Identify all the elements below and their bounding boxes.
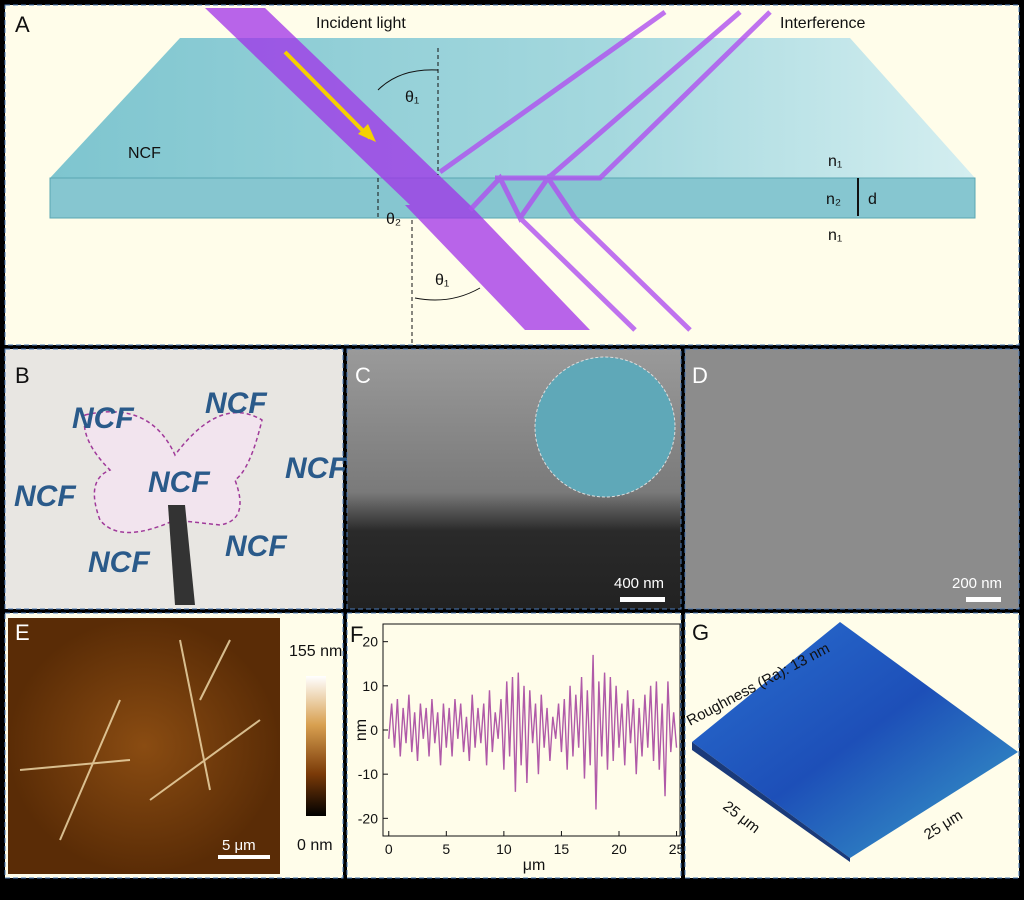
colorbar-label: 0 nm (297, 837, 333, 854)
scale-bar (620, 597, 665, 602)
y-axis-label: nm (353, 719, 370, 741)
y-tick-label: 20 (362, 634, 378, 650)
annotation: n₁ (828, 227, 842, 244)
fibers (19, 639, 261, 841)
transmitted-beam (405, 205, 590, 330)
y-tick-label: -20 (358, 810, 378, 826)
annotation: θ₁ (405, 89, 419, 106)
scale-bar (218, 855, 270, 859)
printed-text: NCF (285, 452, 347, 485)
x-tick-label: 0 (385, 841, 393, 857)
scale-label: 200 nm (952, 575, 1002, 592)
x-tick-label: 25 (669, 841, 685, 857)
printed-text: NCF (225, 530, 287, 563)
printed-text: NCF (148, 466, 210, 499)
annotation: NCF (128, 145, 161, 162)
x-tick-label: 20 (611, 841, 627, 857)
annotation: n₂ (826, 191, 841, 208)
x-tick-label: 15 (554, 841, 570, 857)
scale-label: 5 μm (222, 837, 256, 854)
butterfly-film (83, 411, 263, 534)
reflected-rays (438, 9, 772, 332)
printed-text: NCF (88, 546, 150, 579)
normals (377, 48, 439, 345)
annotation: d (868, 191, 877, 208)
afm-image (8, 618, 280, 874)
panel-label: A (15, 12, 30, 37)
panel-d (684, 348, 1020, 610)
data-line (388, 654, 678, 810)
annotation: Incident light (316, 15, 406, 32)
annotation: θ₁ (435, 272, 449, 289)
x-tick-label: 5 (442, 841, 450, 857)
line-chart: -20 -10 0 10 20 0 5 10 15 20 25 (358, 623, 685, 857)
panel-label: G (692, 620, 709, 645)
arrow-head (358, 124, 376, 142)
y-tick-label: -10 (358, 766, 378, 782)
annotation: θ₂ (386, 211, 401, 228)
y-tick-label: 10 (362, 678, 378, 694)
tweezers (168, 505, 195, 605)
panel-label: D (692, 363, 708, 388)
panel-label: C (355, 363, 371, 388)
annotation: Interference (780, 15, 865, 32)
printed-text: NCF (205, 387, 267, 420)
panel-label: B (15, 363, 30, 388)
colorbar (306, 676, 326, 816)
scale-label: 400 nm (614, 575, 664, 592)
annotation: n₁ (828, 153, 842, 170)
surface-edge (692, 742, 850, 862)
x-tick-label: 10 (496, 841, 512, 857)
panel-label: E (15, 620, 30, 645)
y-tick-label: 0 (370, 722, 378, 738)
colorbar-label: 155 nm (289, 643, 342, 660)
angle-arc (377, 69, 439, 91)
printed-text: NCF (14, 480, 76, 513)
afm-surface (692, 622, 1018, 858)
angle-arc (414, 287, 481, 301)
inset-fibers (534, 356, 676, 498)
panel-label: F (350, 622, 363, 647)
x-axis-label: μm (523, 857, 546, 874)
printed-text: NCF (72, 402, 134, 435)
scale-bar (966, 597, 1001, 602)
arrow (283, 50, 372, 140)
